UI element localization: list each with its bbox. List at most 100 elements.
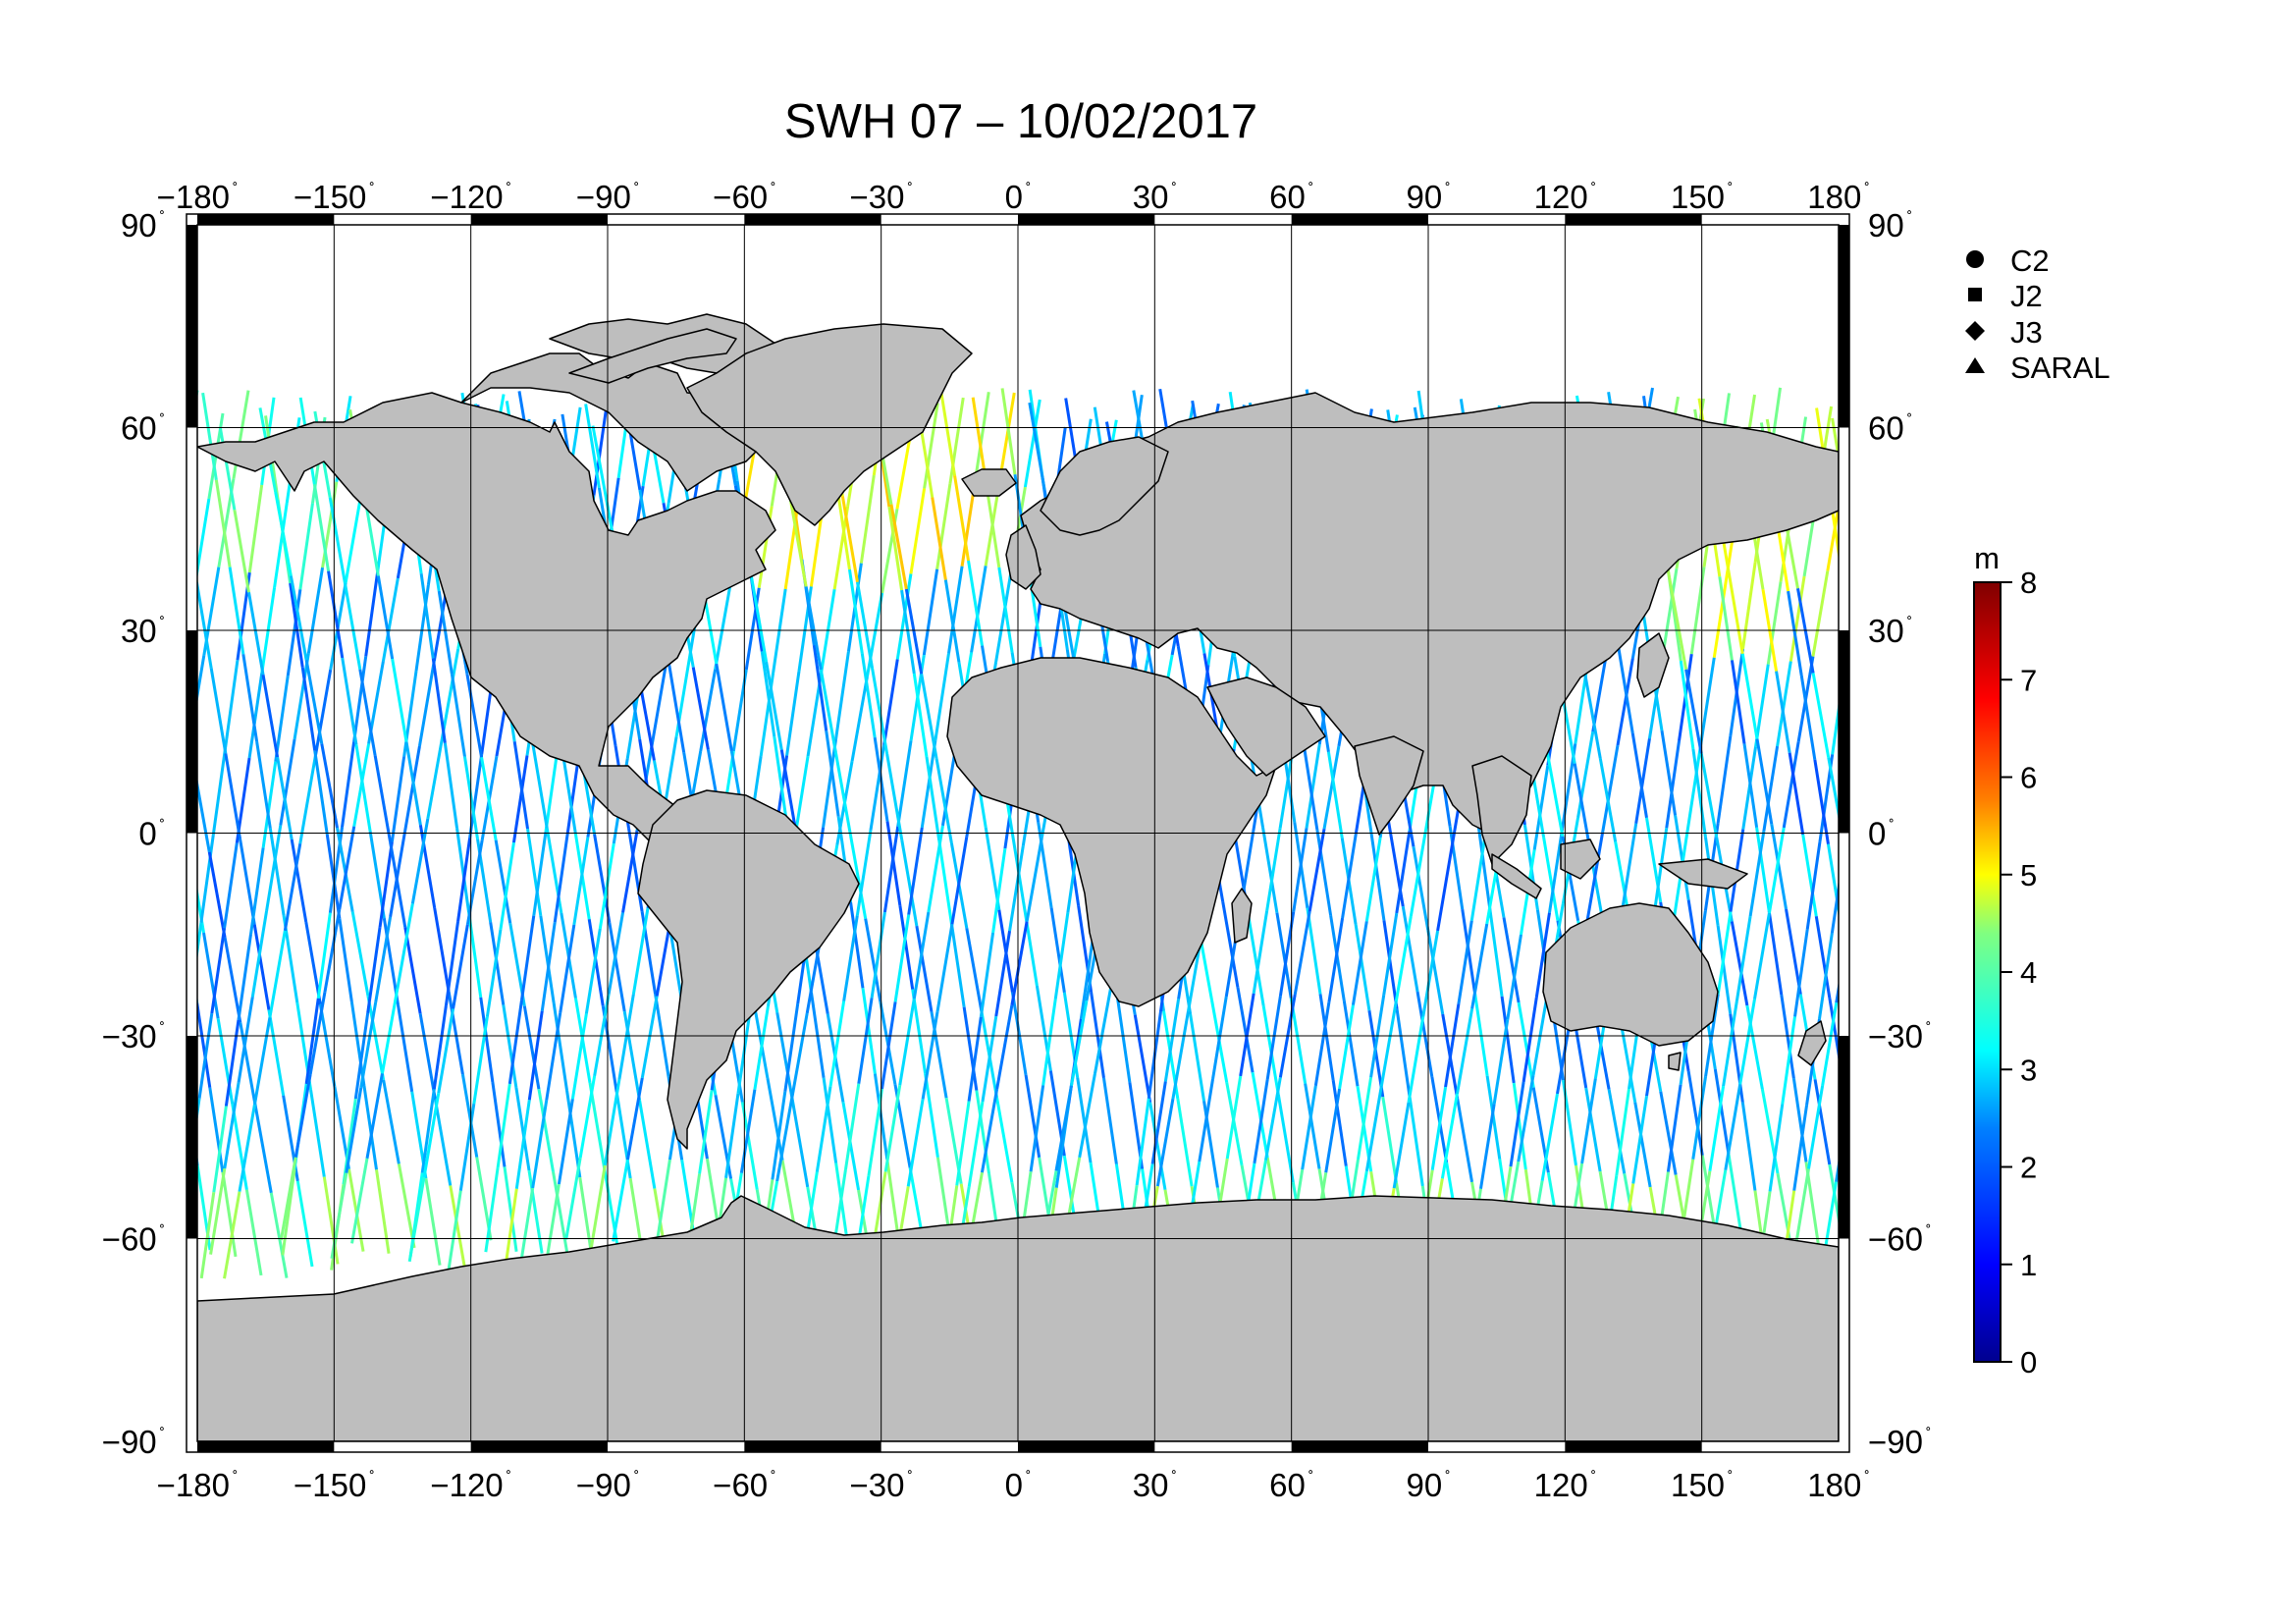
track-segment (584, 928, 602, 1014)
track-segment (366, 996, 386, 1081)
track-segment (825, 730, 840, 817)
track-segment (785, 671, 801, 756)
track-segment (927, 825, 944, 913)
ellesmere-island (568, 328, 737, 384)
track-segment (1652, 828, 1669, 916)
track-segment (167, 475, 182, 561)
track-segment (1792, 1105, 1809, 1191)
track-segment (2048, 390, 2061, 478)
track-segment (273, 502, 289, 588)
track-segment (1221, 901, 1240, 988)
track-segment (775, 1012, 794, 1101)
track-segment (975, 1090, 991, 1174)
southeast-asia (1471, 755, 1532, 865)
track-segment (1911, 841, 1923, 926)
track-segment (1547, 828, 1565, 913)
track-segment (197, 922, 203, 961)
track-segment (1874, 1089, 1889, 1175)
track-segment (374, 916, 393, 1003)
track-segment (1920, 1082, 1933, 1166)
track-segment (1793, 929, 1809, 1017)
track-segment (1509, 1081, 1525, 1167)
track-segment (760, 651, 776, 737)
track-segment (545, 1012, 562, 1101)
track-segment (1679, 660, 1695, 750)
track-segment (1813, 759, 1830, 845)
track-segment (991, 847, 1007, 934)
track-segment (349, 1001, 366, 1087)
track-segment (107, 816, 122, 901)
track-segment (403, 745, 421, 833)
track-segment (98, 1097, 112, 1182)
track-segment (390, 756, 406, 842)
track-segment (507, 1000, 524, 1085)
latitude-tick-label: −90 ˚ (102, 1424, 165, 1460)
track-segment (456, 838, 472, 922)
track-segment (1517, 1001, 1535, 1088)
arabian-peninsula (1206, 676, 1326, 777)
track-segment (1910, 509, 1926, 594)
track-segment (1817, 933, 1834, 1020)
track-segment (265, 825, 283, 912)
track-segment (1545, 751, 1565, 838)
map-border (196, 224, 1840, 1442)
track-segment (772, 588, 787, 674)
track-segment (2035, 478, 2049, 567)
scandinavia (1040, 436, 1169, 536)
track-segment (819, 669, 837, 753)
track-segment (1053, 912, 1070, 1000)
track-segment (1394, 915, 1413, 1001)
track-segment (378, 841, 394, 928)
track-segment (84, 1182, 98, 1268)
track-segment (882, 659, 899, 745)
track-segment (1875, 1096, 1887, 1180)
track-segment (452, 924, 469, 1009)
track-segment (1827, 843, 1839, 919)
track-segment (1275, 912, 1293, 999)
track-segment (1877, 845, 1891, 930)
track-segment (350, 1158, 369, 1244)
frame-segment (187, 225, 197, 428)
track-segment (197, 1012, 214, 1099)
track-segment (1198, 1078, 1215, 1163)
track-segment (883, 1085, 902, 1172)
track-segment (898, 998, 916, 1086)
track-segment (328, 497, 347, 584)
track-segment (173, 998, 186, 1082)
track-segment (1957, 1186, 1971, 1271)
latitude-tick-label: 0 ˚ (138, 816, 165, 852)
track-segment (1331, 1079, 1348, 1166)
track-segment (197, 581, 213, 669)
track-segment (365, 1073, 384, 1160)
diamond-marker-icon (1965, 321, 1985, 341)
longitude-tick-label: 0 ˚ (1005, 179, 1032, 215)
track-segment (1948, 587, 1959, 672)
track-segment (1770, 824, 1789, 910)
track-segment (1713, 1068, 1731, 1155)
legend-item-c2: C2 (1966, 243, 2050, 278)
track-segment (485, 929, 503, 1017)
track-segment (1730, 660, 1746, 744)
track-segment (1315, 829, 1333, 916)
track-segment (376, 575, 395, 660)
track-segment (161, 676, 176, 761)
track-segment (1327, 917, 1345, 1002)
track-segment (1010, 992, 1028, 1076)
track-segment (341, 741, 356, 828)
track-segment (2085, 1179, 2100, 1266)
track-segment (864, 918, 882, 1002)
track-segment (1171, 1010, 1190, 1100)
colorbar-tick-label: 7 (2020, 663, 2037, 697)
track-segment (822, 738, 838, 828)
track-segment (921, 1011, 939, 1100)
track-segment (1430, 1086, 1448, 1171)
track-segment (849, 835, 868, 919)
track-segment (783, 1002, 800, 1092)
track-segment (267, 1009, 286, 1096)
madagascar (1231, 888, 1253, 944)
track-segment (1691, 1076, 1707, 1160)
track-segment (1263, 1077, 1282, 1161)
track-segment (2045, 1077, 2059, 1159)
track-segment (766, 1077, 784, 1162)
